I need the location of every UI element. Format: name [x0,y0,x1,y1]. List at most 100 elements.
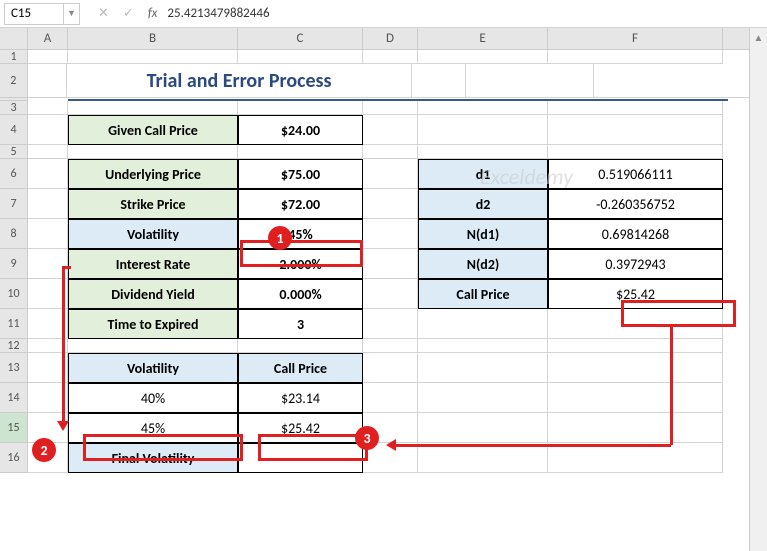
given-label[interactable]: Given Call Price [68,115,238,145]
cell[interactable] [238,101,363,115]
input-value[interactable]: 0.000% [238,279,363,309]
name-box-dropdown[interactable]: ▼ [64,3,80,25]
cell[interactable] [548,413,723,443]
final-vol-value[interactable] [238,443,363,473]
cell[interactable] [363,189,418,219]
output-value[interactable]: 0.69814268 [548,219,723,249]
cell[interactable] [28,145,68,159]
input-label[interactable]: Volatility [68,219,238,249]
output-value[interactable]: 0.3972943 [548,249,723,279]
trial-hdr-vol[interactable]: Volatility [68,353,238,383]
cell[interactable] [363,309,418,339]
cell[interactable] [28,219,68,249]
output-value[interactable]: -0.260356752 [548,189,723,219]
cell[interactable] [363,101,418,115]
cell[interactable] [363,383,418,413]
row-header-16[interactable]: 16 [0,443,28,473]
cell[interactable] [548,50,723,64]
cell[interactable] [238,339,363,353]
cell[interactable] [548,309,723,339]
input-value[interactable]: $75.00 [238,159,363,189]
given-value[interactable]: $24.00 [238,115,363,145]
cell[interactable] [363,339,418,353]
cell[interactable] [28,101,68,115]
input-label[interactable]: Underlying Price [68,159,238,189]
row-header-1[interactable]: 1 [0,50,28,64]
cell[interactable] [363,279,418,309]
col-header-a[interactable]: A [28,28,68,49]
row-header-9[interactable]: 9 [0,249,28,279]
cell[interactable] [363,249,418,279]
final-vol-label[interactable]: Final Volatility [68,443,238,473]
row-header-6[interactable]: 6 [0,159,28,189]
row-header-11[interactable]: 11 [0,309,28,339]
col-header-e[interactable]: E [418,28,548,49]
row-header-8[interactable]: 8 [0,219,28,249]
cell[interactable] [28,189,68,219]
row-header-14[interactable]: 14 [0,383,28,413]
cell[interactable] [68,145,238,159]
trial-cp[interactable]: $25.42 [238,413,363,443]
cell[interactable] [594,64,767,98]
cell[interactable] [548,339,723,353]
input-label[interactable]: Interest Rate [68,249,238,279]
row-header-4[interactable]: 4 [0,115,28,145]
cell[interactable] [548,383,723,413]
row-header-13[interactable]: 13 [0,353,28,383]
cell[interactable] [28,159,68,189]
cell[interactable] [548,353,723,383]
output-label[interactable]: N(d2) [418,249,548,279]
input-label[interactable]: Strike Price [68,189,238,219]
cell[interactable] [363,115,418,145]
cell[interactable] [418,353,548,383]
accept-icon[interactable]: ✓ [123,6,134,21]
cell[interactable] [28,64,67,98]
cell[interactable] [418,115,548,145]
cell[interactable] [363,159,418,189]
cell[interactable] [412,64,466,98]
output-label[interactable]: d1 [418,159,548,189]
cell[interactable] [28,50,68,64]
scrollbar-track[interactable] [749,46,767,551]
input-value[interactable]: 45% [238,219,363,249]
row-header-5[interactable]: 5 [0,145,28,159]
cell[interactable] [418,145,548,159]
trial-hdr-cp[interactable]: Call Price [238,353,363,383]
cell[interactable] [28,115,68,145]
select-all-corner[interactable] [0,28,28,49]
trial-vol[interactable]: 40% [68,383,238,413]
cancel-icon[interactable]: ✕ [98,6,109,21]
cell[interactable] [418,309,548,339]
cell[interactable] [418,101,548,115]
cell[interactable] [68,50,238,64]
title-cell[interactable]: Trial and Error Process [67,64,412,98]
col-header-c[interactable]: C [238,28,363,49]
input-value[interactable]: 2.000% [238,249,363,279]
row-header-3[interactable]: 3 [0,101,28,115]
input-value[interactable]: $72.00 [238,189,363,219]
trial-vol[interactable]: 45% [68,413,238,443]
row-header-2[interactable]: 2 [0,64,28,98]
cell[interactable] [68,339,238,353]
cell[interactable] [548,145,723,159]
cell[interactable] [418,413,548,443]
input-value[interactable]: 3 [238,309,363,339]
cell[interactable] [418,339,548,353]
cell[interactable] [548,443,723,473]
trial-cp[interactable]: $23.14 [238,383,363,413]
output-value[interactable]: 0.519066111 [548,159,723,189]
cell[interactable] [238,50,363,64]
cell[interactable] [418,443,548,473]
row-header-15[interactable]: 15 [0,413,28,443]
output-value[interactable]: $25.42 [548,279,723,309]
col-header-f[interactable]: F [548,28,723,49]
output-label[interactable]: N(d1) [418,219,548,249]
scroll-up-button[interactable]: ▲ [749,28,767,46]
cell[interactable] [548,115,723,145]
cell[interactable] [363,50,418,64]
input-label[interactable]: Dividend Yield [68,279,238,309]
cell[interactable] [238,145,363,159]
row-header-10[interactable]: 10 [0,279,28,309]
cell[interactable] [363,145,418,159]
col-header-b[interactable]: B [68,28,238,49]
